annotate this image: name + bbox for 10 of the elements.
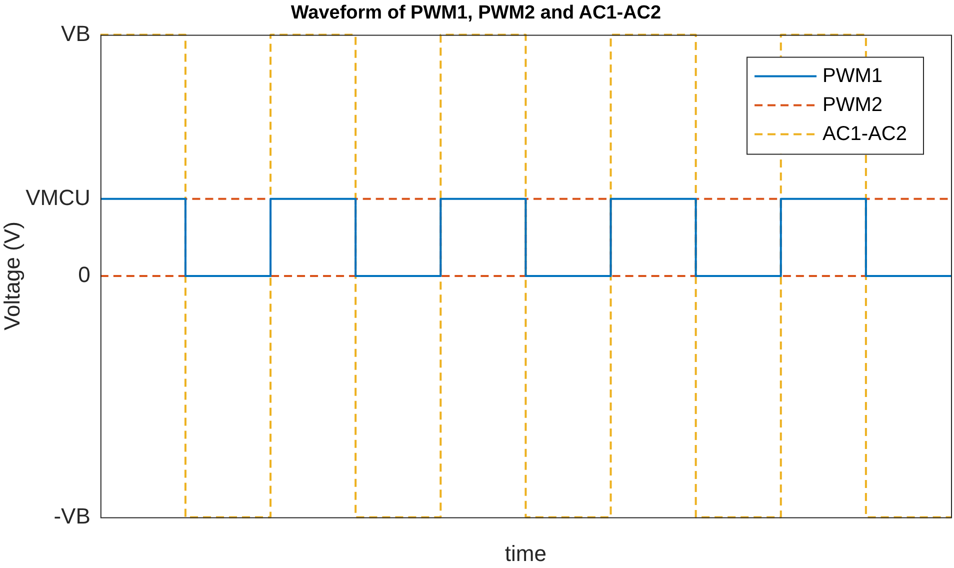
x-axis-title: time [504,540,546,566]
text: 0 [78,262,90,288]
legend-label: PWM2 [822,94,883,116]
text: -VB [54,503,90,528]
y-axis-title: Voltage (V) [0,222,24,330]
legend-label: PWM1 [822,64,883,87]
text: VB [61,20,90,46]
chart-title: Waveform of PWM1, PWM2 and AC1-AC2 [290,2,662,24]
text: VMCU [26,184,90,210]
legend-label: AC1-AC2 [822,122,908,145]
